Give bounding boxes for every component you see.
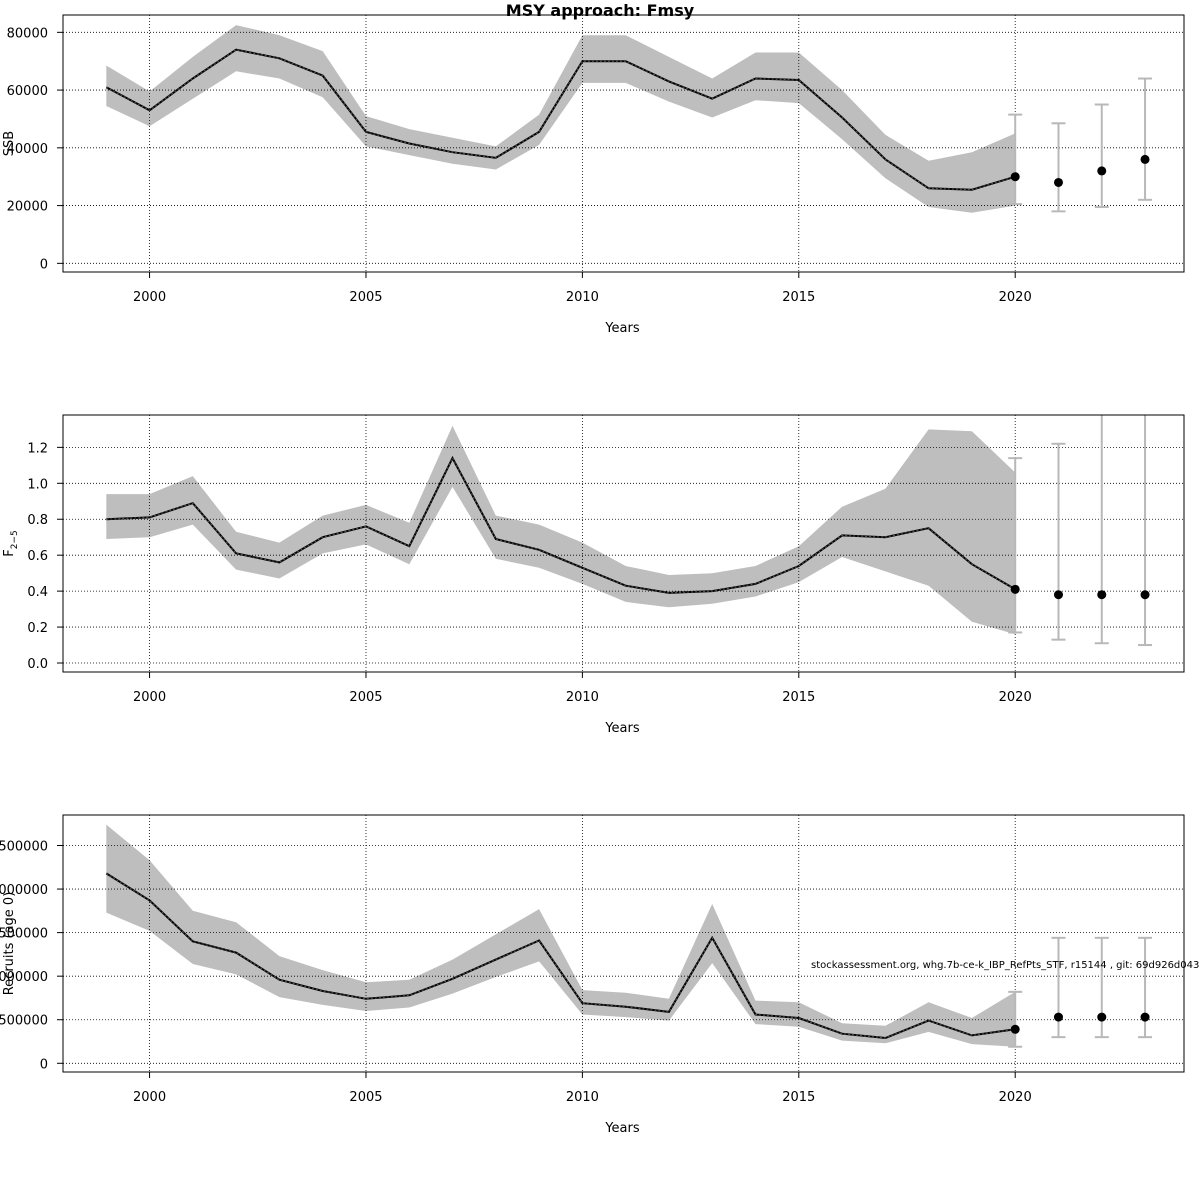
x-tick-label: 2020 [999,1090,1032,1105]
x-tick-label: 2000 [133,290,166,305]
x-tick-label: 2010 [566,690,599,705]
x-tick-label: 2015 [782,1090,815,1105]
forecast-point [1097,1012,1107,1022]
y-tick-label: 1.0 [27,477,48,492]
y-axis-title-main: SSB [2,131,17,156]
y-tick-label: 80000 [7,26,48,41]
footnote: stockassessment.org, whg.7b-ce-k_IBP_Ref… [811,960,1200,971]
y-axis-title-main: Recruits (age 0) [2,892,17,996]
forecast-point [1140,154,1150,164]
forecast-point [1053,1012,1063,1022]
fishing-mortality-panel: 2000 2005 2010 2015 2020 0.0 0.2 0.4 0.6 0.8 1.0 1.… [2,414,1185,736]
y-tick-label: 0.8 [27,513,48,528]
x-tick-label: 2010 [566,290,599,305]
estimate-line-dashes [106,49,1016,191]
x-tick-label: 2020 [999,290,1032,305]
confidence-band [106,824,1016,1047]
forecast-point [1010,1024,1020,1034]
forecast-point [1097,166,1107,176]
y-axis-title: SSB [2,131,17,156]
x-tick-label: 2010 [566,1090,599,1105]
confidence-band [106,25,1016,213]
ssb-panel: 2000 2005 2010 2015 2020 0 20000 40000 60000 8000… [2,14,1185,336]
x-tick-label: 2015 [782,290,815,305]
y-tick-label: 0.2 [27,621,48,636]
y-tick-label: 1.2 [27,441,48,456]
y-tick-label: 0 [40,257,48,272]
y-tick-label: 1500000 [0,927,48,942]
x-axis-title: Years [604,1121,640,1136]
y-tick-label: 60000 [7,84,48,99]
y-axis-title-main: F [2,549,17,556]
figure-title: MSY approach: Fmsy [506,1,695,20]
y-axis-title-subscript: 2−5 [10,530,20,549]
y-axis-title: F2−5 [2,530,20,556]
x-axis-title: Years [604,721,640,736]
y-tick-label: 0.0 [27,657,48,672]
y-tick-label: 2500000 [0,839,48,854]
y-tick-label: 0.4 [27,585,48,600]
x-tick-label: 2005 [349,1090,382,1105]
x-tick-label: 2005 [349,690,382,705]
forecast-point [1010,584,1020,594]
x-tick-label: 2000 [133,1090,166,1105]
y-axis-title: Recruits (age 0) [2,892,17,996]
forecast-point [1140,1012,1150,1022]
plot-frame [62,814,1185,1073]
confidence-band [106,425,1016,635]
x-tick-label: 2015 [782,690,815,705]
forecast-point [1140,590,1150,600]
forecast-point [1010,172,1020,182]
forecast-point [1097,590,1107,600]
y-tick-label: 1000000 [0,970,48,985]
plot-frame [62,14,1185,273]
estimate-line-dashes [106,457,1016,594]
recruits-panel: 2000 2005 2010 2015 2020 0 500000 1000000 150000… [0,814,1185,1136]
forecast-point [1053,177,1063,187]
y-tick-label: 20000 [7,200,48,215]
x-tick-label: 2005 [349,290,382,305]
y-tick-label: 2000000 [0,883,48,898]
y-tick-label: 40000 [7,142,48,157]
estimate-line-dashes [106,872,1016,1039]
x-axis-title: Years [604,321,640,336]
plot-frame [62,414,1185,673]
y-tick-label: 0 [40,1057,48,1072]
y-tick-label: 0.6 [27,549,48,564]
forecast-point [1053,590,1063,600]
x-tick-label: 2020 [999,690,1032,705]
x-tick-label: 2000 [133,690,166,705]
y-tick-label: 500000 [0,1014,48,1029]
